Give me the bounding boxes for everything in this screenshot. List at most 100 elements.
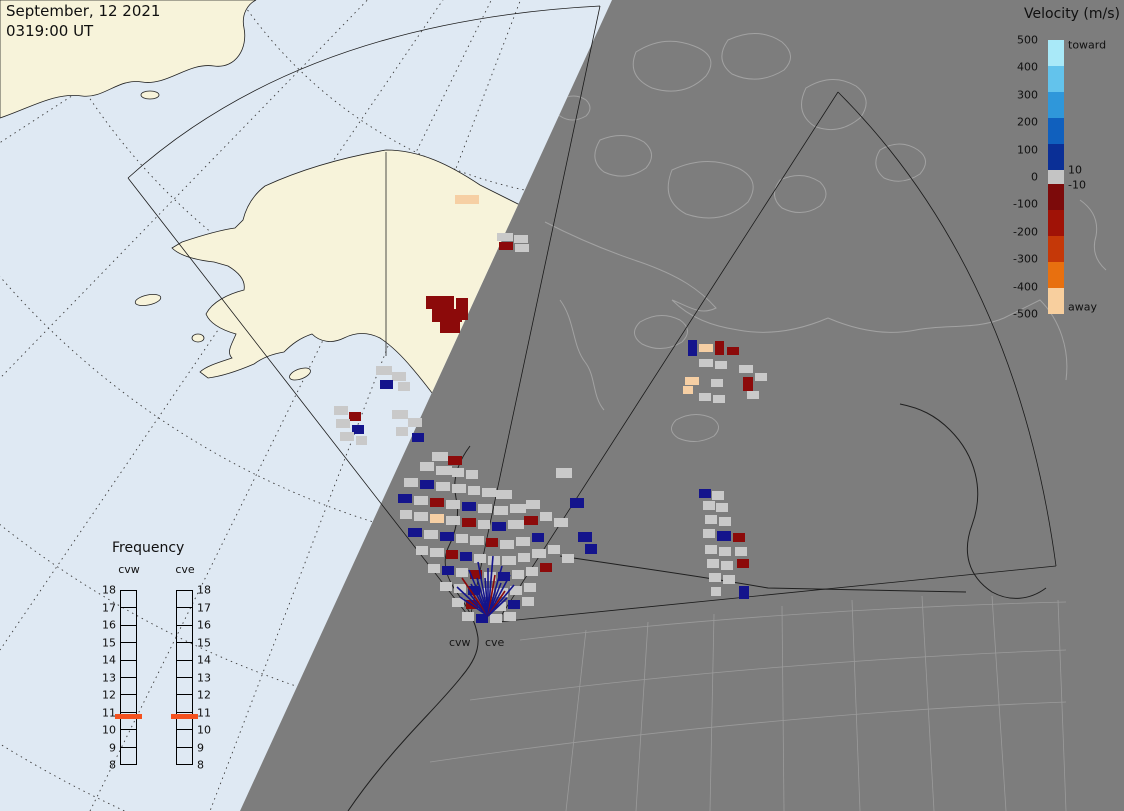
velocity-tick-label: 400 [1017, 60, 1038, 74]
velocity-cell [524, 583, 536, 592]
velocity-vector [487, 555, 494, 617]
velocity-cell [430, 548, 444, 557]
velocity-cell [711, 587, 721, 596]
toward-label: toward [1068, 38, 1107, 52]
velocity-cell [500, 540, 514, 549]
upper-threshold-label: 10 [1068, 163, 1082, 177]
frequency-tick-label: 12 [102, 688, 116, 702]
velocity-cell [482, 488, 496, 497]
velocity-cell [468, 486, 480, 495]
velocity-vector [456, 586, 489, 617]
velocity-cell [755, 373, 767, 381]
velocity-cell [452, 598, 464, 607]
velocity-vector [459, 596, 489, 617]
velocity-cell [524, 516, 538, 525]
velocity-cell [715, 341, 724, 355]
velocity-vector [461, 577, 489, 617]
velocity-cell [727, 347, 739, 355]
colorbar-segment [1048, 40, 1064, 66]
velocity-cell [455, 195, 479, 204]
velocity-cell [548, 545, 560, 554]
colorbar-segment [1048, 170, 1064, 184]
velocity-cell [719, 517, 731, 526]
frequency-bar-cell [121, 591, 136, 607]
velocity-cell [334, 406, 348, 415]
velocity-cell [494, 506, 508, 515]
radar-site-label-cve: cve [485, 636, 505, 649]
chukotka-landmass [0, 0, 257, 119]
velocity-vector [477, 561, 489, 617]
velocity-cell [747, 391, 759, 399]
velocity-cell [709, 573, 721, 582]
frequency-ticks-right: 18 17 16 15 14 13 12 11 10 9 8 [197, 584, 228, 772]
frequency-bar-cell [177, 694, 192, 711]
velocity-cell [440, 532, 454, 541]
velocity-cell [442, 566, 454, 575]
velocity-vector [487, 574, 511, 617]
velocity-vectors [456, 555, 515, 617]
frequency-tick-label: 17 [197, 601, 211, 614]
velocity-cell [716, 503, 728, 512]
velocity-tick-label: -500 [1013, 307, 1038, 321]
velocity-cell [508, 520, 524, 529]
frequency-legend-title: Frequency [112, 540, 185, 556]
velocity-cell [380, 380, 393, 389]
frequency-tick-label: 11 [102, 706, 116, 719]
velocity-cell [454, 584, 466, 593]
velocity-tick-label: 0 [1031, 170, 1038, 184]
velocity-cell [452, 484, 466, 493]
velocity-cell [440, 322, 460, 333]
velocity-cell [518, 553, 530, 562]
velocity-cell [416, 546, 428, 555]
velocity-tick-label: -300 [1013, 252, 1038, 266]
velocity-cell [428, 564, 440, 573]
st-lawrence-island [134, 294, 162, 306]
state-boundaries [429, 595, 1067, 811]
velocity-cell [408, 528, 422, 537]
velocity-cell [448, 456, 462, 465]
kodiak-island [289, 367, 311, 381]
radar-fov-boundaries [127, 5, 1057, 623]
colorbar-segment [1048, 66, 1064, 92]
velocity-cell [408, 418, 422, 427]
velocity-cell [420, 462, 434, 471]
colorbar-segment [1048, 236, 1064, 262]
velocity-cell [432, 452, 448, 461]
hudson-bay-coast [899, 403, 1047, 599]
frequency-tick-label: 15 [197, 636, 211, 649]
velocity-cell [420, 480, 434, 489]
velocity-cell [340, 432, 354, 441]
radar-site-label-cvw: cvw [449, 636, 471, 649]
velocity-cell [699, 393, 711, 401]
velocity-cell [470, 536, 484, 545]
frequency-legend: Frequency cvw cve 18 17 16 15 14 13 12 11 10 9 8 1… [85, 540, 235, 790]
velocity-cell [446, 550, 458, 559]
frequency-bar-cell [177, 711, 192, 729]
velocity-cell [436, 466, 452, 475]
velocity-vector [487, 597, 508, 617]
frequency-bar-cell [177, 746, 192, 764]
velocity-cell [508, 600, 520, 609]
velocity-cell [721, 561, 733, 570]
velocity-cell [424, 530, 438, 539]
night-geography [347, 33, 1107, 811]
frequency-bar-cell [177, 677, 192, 694]
frequency-bar-cell [121, 694, 136, 711]
frequency-tick-label: 18 [197, 583, 211, 597]
velocity-cell [430, 514, 444, 523]
velocity-cell [712, 491, 724, 500]
velocity-cell [478, 504, 492, 513]
velocity-cell [400, 510, 412, 519]
frequency-ticks-left: 18 17 16 15 14 13 12 11 10 9 8 [85, 584, 116, 772]
colorbar-segment [1048, 210, 1064, 236]
velocity-cell [396, 427, 408, 436]
velocity-cell [526, 567, 538, 576]
frequency-tick-label: 12 [197, 688, 211, 702]
colorbar-segment [1048, 184, 1064, 210]
velocity-cell [414, 496, 428, 505]
mackenzie-river [559, 299, 605, 411]
velocity-cell [498, 572, 510, 581]
frequency-tick-label: 18 [102, 583, 116, 597]
velocity-cell [556, 468, 572, 478]
velocity-cell [474, 554, 486, 563]
